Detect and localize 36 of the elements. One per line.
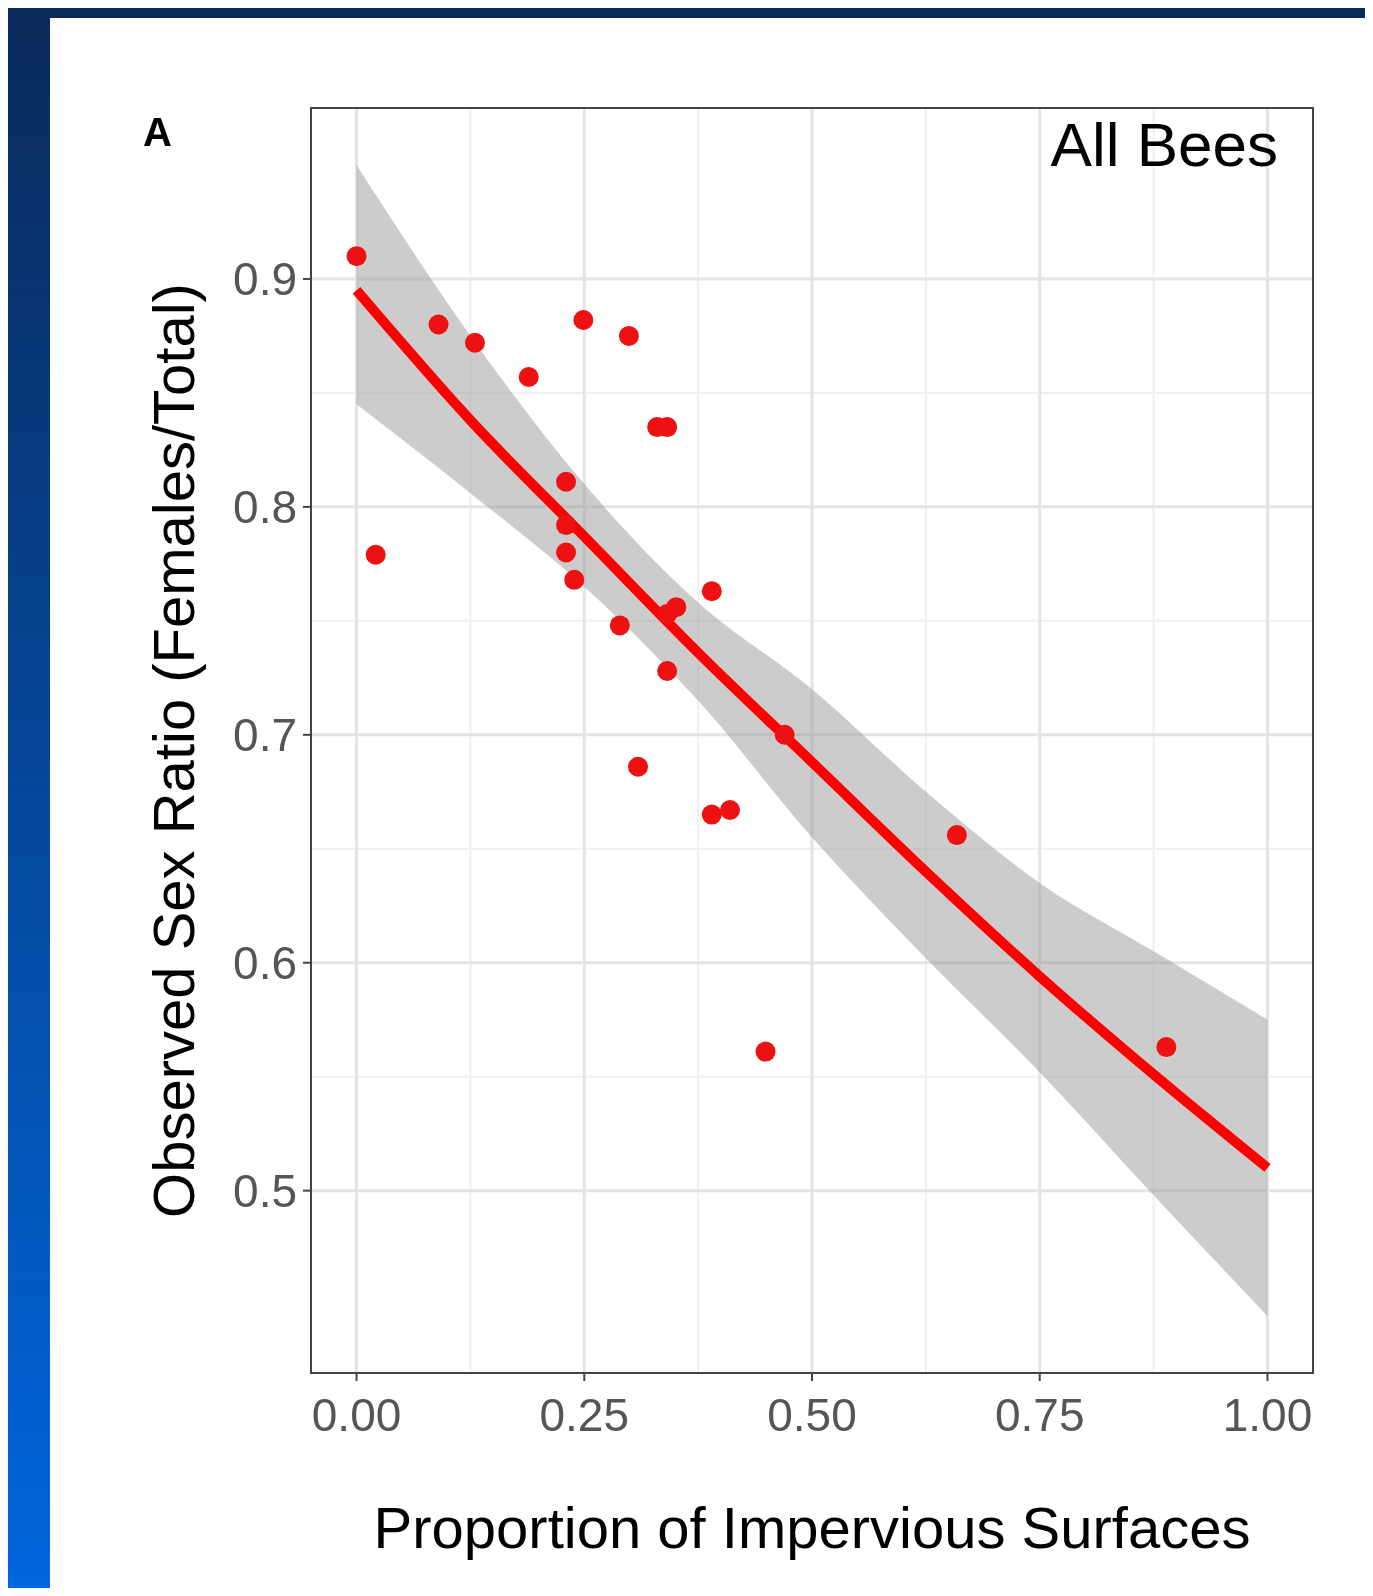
x-axis-title: Proportion of Impervious Surfaces [373,1495,1251,1560]
point [464,332,485,353]
point [774,724,795,745]
point [701,804,722,825]
point [428,314,449,335]
point [628,756,649,777]
x-tick-label: 0.75 [994,1389,1085,1441]
point [1156,1037,1177,1058]
x-tick-label: 1.00 [1222,1389,1313,1441]
point [720,800,741,821]
y-tick-label: 0.9 [233,253,297,306]
point [556,471,577,492]
point [556,542,577,563]
y-tick-label: 0.7 [233,708,297,761]
point [346,246,367,267]
y-tick-label: 0.8 [233,480,297,533]
point [666,597,687,618]
x-tick-label: 0.25 [539,1389,630,1441]
annotation: All Bees [1050,110,1278,179]
y-tick-label: 0.6 [233,936,297,989]
point [564,569,585,590]
text: A [143,110,172,154]
point [609,615,630,636]
point [946,825,967,846]
point [755,1041,776,1062]
y-tick-label: 0.5 [233,1164,297,1217]
point [365,544,386,565]
point [618,325,639,346]
point [701,581,722,602]
y-axis-title: Observed Sex Ratio (Females/Total) [141,283,206,1218]
point [657,660,678,681]
x-tick-label: 0.00 [311,1389,402,1441]
x-tick-label: 0.50 [767,1389,857,1441]
point [556,515,577,536]
point [518,366,539,387]
point [573,309,594,330]
